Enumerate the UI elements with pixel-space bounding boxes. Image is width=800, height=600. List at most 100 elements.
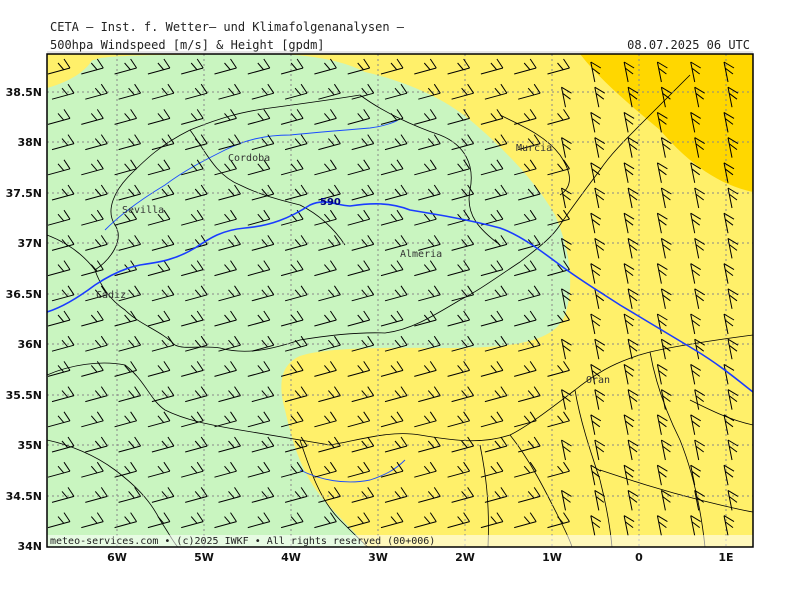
wind-barb bbox=[351, 134, 375, 151]
wind-barb bbox=[656, 363, 668, 385]
wind-barb bbox=[380, 361, 404, 377]
wind-barb bbox=[694, 338, 705, 360]
header-parameter: 500hpa Windspeed [m/s] & Height [gpdm] bbox=[50, 38, 325, 52]
wind-barb bbox=[623, 414, 635, 435]
wind-barb bbox=[380, 461, 404, 478]
wind-barb bbox=[118, 285, 142, 302]
wind-barb bbox=[318, 134, 341, 151]
wind-barb bbox=[590, 515, 602, 536]
wind-barb bbox=[627, 237, 639, 259]
wind-barb bbox=[451, 335, 475, 352]
guadalquivir-river bbox=[104, 119, 399, 231]
wind-barb bbox=[690, 111, 701, 133]
wind-barb bbox=[114, 159, 138, 176]
lon-label-4w: 4W bbox=[281, 551, 301, 564]
wind-barb bbox=[660, 489, 672, 511]
wind-barb bbox=[118, 335, 142, 352]
wind-barb bbox=[623, 515, 635, 536]
wind-barb bbox=[181, 361, 204, 377]
wind-barb bbox=[151, 235, 175, 251]
wind-barb bbox=[514, 159, 537, 176]
wind-barb bbox=[627, 86, 639, 108]
wind-barb bbox=[723, 111, 735, 133]
wind-barb bbox=[151, 386, 175, 403]
wind-barb bbox=[414, 361, 437, 377]
wind-barb bbox=[590, 162, 602, 183]
wind-barb bbox=[547, 109, 570, 125]
wind-barb bbox=[147, 58, 171, 75]
wind-barb bbox=[114, 109, 138, 125]
wind-barb bbox=[690, 464, 701, 486]
lon-label-3w: 3W bbox=[368, 551, 388, 564]
lat-label-36-5n: 36.5N bbox=[6, 288, 42, 301]
wind-barb bbox=[418, 285, 441, 302]
wind-barb bbox=[384, 285, 408, 302]
wind-barb bbox=[81, 461, 104, 478]
wind-barb bbox=[484, 235, 508, 251]
lon-label-6w: 6W bbox=[107, 551, 127, 564]
wind-barb bbox=[151, 285, 175, 302]
lat-label-34-5n: 34.5N bbox=[6, 490, 42, 503]
wind-barb bbox=[514, 310, 537, 327]
wind-barb bbox=[347, 361, 371, 377]
lon-label-0: 0 bbox=[635, 551, 643, 564]
lat-label-36n: 36N bbox=[17, 338, 42, 351]
wind-barb bbox=[81, 159, 104, 176]
wind-barb bbox=[627, 288, 639, 309]
wind-barb bbox=[181, 209, 204, 226]
wind-barb bbox=[347, 58, 371, 75]
wind-barb bbox=[318, 184, 341, 201]
wind-barb bbox=[690, 212, 701, 234]
lat-label-38n: 38N bbox=[17, 136, 42, 149]
wind-barb bbox=[280, 411, 304, 428]
wind-barb bbox=[727, 389, 739, 410]
wind-barb bbox=[690, 313, 701, 335]
wind-barb bbox=[594, 389, 606, 410]
wind-barb bbox=[594, 489, 606, 511]
header-datetime: 08.07.2025 06 UTC bbox=[627, 38, 750, 52]
wind-barb bbox=[351, 386, 375, 403]
wind-barb bbox=[694, 489, 705, 511]
wind-barb bbox=[214, 411, 237, 428]
wind-barb bbox=[214, 310, 237, 327]
wind-barb bbox=[85, 184, 108, 201]
wind-barb bbox=[727, 338, 739, 360]
wind-barb bbox=[247, 260, 271, 277]
city-label-cordoba: Cordoba bbox=[228, 153, 270, 164]
wind-barb bbox=[347, 109, 371, 125]
wind-barb bbox=[47, 58, 71, 75]
wind-barb bbox=[414, 512, 437, 529]
wind-barb bbox=[318, 285, 341, 302]
wind-barb bbox=[118, 487, 142, 503]
wind-barb bbox=[627, 439, 639, 461]
wind-barb bbox=[447, 109, 471, 125]
algeria-region-border-1 bbox=[574, 389, 613, 547]
wind-barb bbox=[660, 389, 672, 410]
wind-barb bbox=[514, 58, 537, 75]
wind-barb bbox=[380, 310, 404, 327]
wind-barb bbox=[147, 461, 171, 478]
wind-barb bbox=[561, 237, 572, 259]
wind-barb bbox=[627, 187, 639, 209]
wind-barb bbox=[47, 512, 71, 529]
wind-barb bbox=[594, 137, 606, 158]
wind-barb bbox=[594, 237, 606, 259]
wind-barb bbox=[380, 411, 404, 428]
wind-barb bbox=[447, 461, 471, 478]
wind-barb bbox=[81, 58, 104, 75]
wind-barb bbox=[414, 58, 437, 75]
wind-barb bbox=[623, 263, 635, 284]
wind-barb bbox=[594, 86, 606, 108]
wind-barb bbox=[561, 389, 572, 410]
wind-barb bbox=[547, 159, 570, 176]
wind-barb bbox=[660, 288, 672, 309]
wind-barb bbox=[181, 512, 204, 529]
wind-barb bbox=[547, 361, 570, 377]
map-frame bbox=[46, 53, 754, 548]
wind-barb bbox=[380, 209, 404, 226]
wind-barb bbox=[690, 162, 701, 183]
wind-barb bbox=[314, 260, 337, 277]
wind-barb bbox=[451, 386, 475, 403]
wind-barb bbox=[727, 237, 739, 259]
wind-barb bbox=[623, 363, 635, 385]
